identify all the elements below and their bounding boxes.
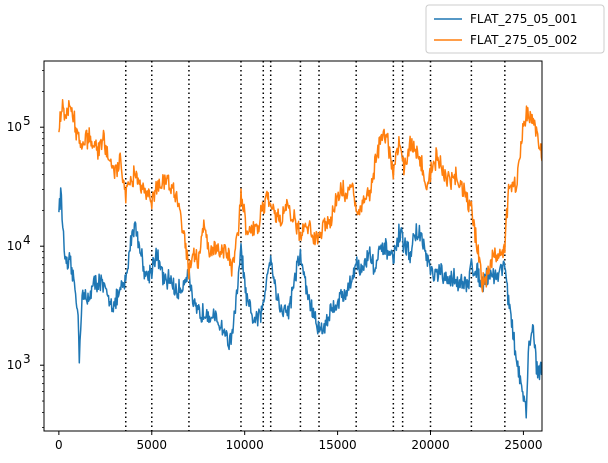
y-tick-exp-1: 3 bbox=[23, 352, 31, 366]
legend-label-series-1: FLAT_275_05_001 bbox=[470, 12, 578, 26]
x-tick-label-2: 5000 bbox=[137, 438, 168, 452]
y-tick-label-2: 10 bbox=[7, 239, 22, 253]
x-axis: 0 5000 10000 15000 20000 25000 bbox=[55, 431, 543, 452]
y-tick-label-1: 10 bbox=[7, 358, 22, 372]
legend-box bbox=[425, 4, 605, 54]
x-tick-label-5: 20000 bbox=[411, 438, 449, 452]
legend: FLAT_275_05_001 FLAT_275_05_002 bbox=[425, 4, 605, 54]
legend-label-series-2: FLAT_275_05_002 bbox=[470, 33, 578, 47]
y-tick-base-3: 10 bbox=[7, 120, 22, 134]
vline-layer bbox=[125, 61, 506, 431]
y-tick-exp-2: 4 bbox=[23, 233, 31, 247]
x-tick-label-3: 10000 bbox=[226, 438, 264, 452]
y-tick-exp-3: 5 bbox=[23, 114, 31, 128]
x-tick-label-4: 15000 bbox=[319, 438, 357, 452]
y-tick-base-1: 10 bbox=[7, 358, 22, 372]
y-tick-label-3: 10 bbox=[7, 120, 22, 134]
plot-frame bbox=[43, 60, 543, 432]
series-line-2 bbox=[58, 99, 542, 293]
x-tick-label-6: 25000 bbox=[504, 438, 542, 452]
series-line-1 bbox=[58, 187, 542, 419]
x-tick-label-1: 0 bbox=[55, 438, 63, 452]
series-layer bbox=[58, 99, 542, 419]
y-tick-base-2: 10 bbox=[7, 239, 22, 253]
